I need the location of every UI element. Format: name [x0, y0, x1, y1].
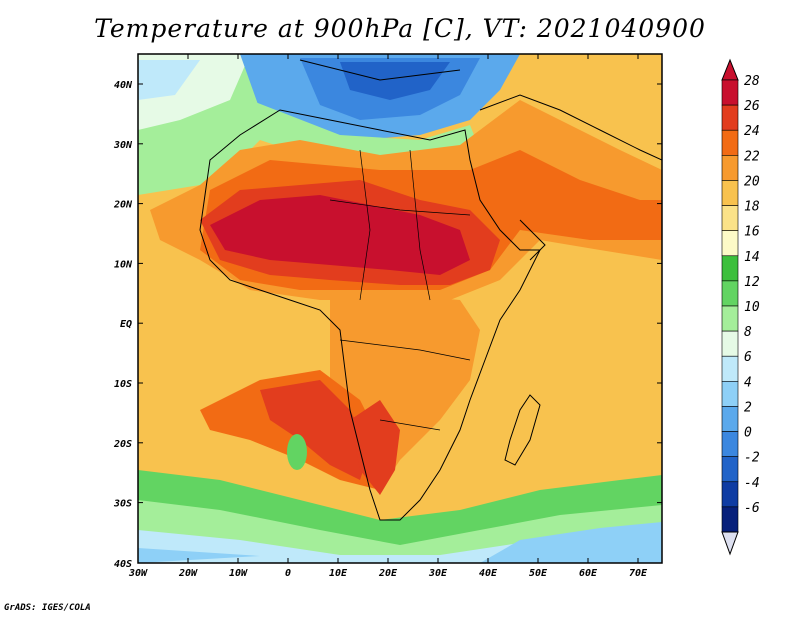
colorbar-label: 20	[744, 174, 760, 189]
colorbar-label: 24	[744, 124, 760, 139]
field-southern-africa-hot	[350, 400, 400, 495]
latitude-ticks	[138, 83, 662, 564]
field-southern-ocean-colder	[138, 548, 260, 563]
colorbar-swatch	[721, 155, 739, 181]
border-line-2	[359, 149, 371, 301]
colorbar-swatch	[721, 305, 739, 332]
field-north-atlantic-colder	[138, 60, 200, 100]
border-line-1	[329, 199, 471, 216]
colorbar-label: 10	[744, 300, 760, 315]
latitude-label: 40S	[114, 559, 132, 570]
colorbar-swatch	[721, 230, 739, 257]
map-frame	[137, 53, 663, 564]
colorbar-swatch	[721, 381, 739, 407]
longitude-label: 10E	[329, 568, 348, 579]
latitude-label: 30N	[113, 140, 133, 151]
border-line-3	[409, 149, 431, 301]
colorbar-swatch	[721, 79, 739, 106]
colorbar-swatch	[721, 330, 739, 357]
colorbar-label: -6	[744, 501, 760, 516]
colorbar-swatch	[721, 506, 739, 533]
longitude-label: 20W	[178, 568, 198, 579]
longitude-ticks	[137, 54, 639, 563]
horn-coastline	[519, 219, 546, 261]
colorbar-swatch	[721, 280, 739, 307]
colorbar-label: 4	[744, 375, 752, 390]
longitude-label: 70E	[629, 568, 648, 579]
field-southern-indian-cold	[480, 522, 662, 563]
latitude-label: 30S	[113, 499, 132, 510]
africa-coastline	[199, 109, 541, 521]
field-green-patch	[287, 434, 307, 470]
longitude-labels: 30W 20W 10W 0 10E 20E 30E 40E 50E 60E 70E	[128, 568, 648, 579]
longitude-label: 30W	[128, 568, 148, 579]
latitude-label: 20S	[113, 439, 132, 450]
colorbar-label: 6	[744, 350, 752, 365]
colorbar-swatch	[721, 481, 739, 508]
colorbar-label: -4	[744, 476, 760, 491]
border-line-5	[379, 419, 441, 431]
temperature-field	[138, 54, 662, 563]
colorbar-swatch	[721, 355, 739, 382]
longitude-label: 20E	[378, 568, 398, 579]
colorbar-label: 18	[744, 200, 760, 215]
colorbar-swatch	[721, 129, 739, 156]
colorbar-swatch	[721, 104, 739, 131]
longitude-label: 0	[285, 568, 291, 579]
field-mediterranean-coldest	[340, 62, 450, 100]
map-title: Temperature at 900hPa [C], VT: 202104090…	[94, 14, 706, 43]
field-sahel-max	[210, 195, 470, 275]
colorbar-label: -2	[744, 451, 760, 466]
colorbar-label: 28	[744, 74, 760, 89]
longitude-label: 10W	[229, 568, 248, 579]
colorbar-swatch	[721, 406, 739, 432]
madagascar-coastline	[504, 394, 541, 466]
field-south-atlantic-hot	[260, 380, 370, 480]
colorbar-swatch	[721, 456, 739, 483]
longitude-label: 50E	[529, 568, 548, 579]
colorbar-label: 12	[744, 275, 760, 290]
colorbar-top-arrow	[721, 58, 739, 81]
latitude-labels: 40N 30N 20N 10N EQ 10S 20S 30S 40S	[113, 80, 133, 570]
colorbar-bottom-arrow	[721, 531, 739, 556]
colorbar-swatch	[721, 180, 739, 206]
colorbar-swatch	[721, 255, 739, 282]
colorbar-label: 8	[744, 325, 752, 340]
border-line-4	[339, 339, 471, 361]
colorbar-swatch	[721, 205, 739, 231]
latitude-label: 10N	[114, 259, 133, 270]
colorbar-label: 16	[744, 225, 760, 240]
colorbar-swatch	[721, 431, 739, 457]
colorbar-label: 22	[744, 149, 760, 164]
latitude-label: 40N	[114, 80, 133, 91]
coastlines	[199, 59, 662, 521]
longitude-label: 40E	[479, 568, 498, 579]
longitude-label: 30E	[428, 568, 448, 579]
colorbar-label: 26	[744, 99, 760, 114]
latitude-label: 10S	[114, 379, 132, 390]
colorbar-label: 0	[744, 426, 752, 441]
colorbar-label: 2	[744, 400, 752, 415]
longitude-label: 60E	[579, 568, 598, 579]
europe-coastline	[299, 59, 461, 81]
grads-credit: GrADS: IGES/COLA	[4, 603, 91, 613]
latitude-label: EQ	[120, 319, 132, 330]
colorbar-label: 14	[744, 250, 760, 265]
latitude-label: 20N	[113, 200, 133, 211]
arabia-coastline	[479, 94, 662, 161]
